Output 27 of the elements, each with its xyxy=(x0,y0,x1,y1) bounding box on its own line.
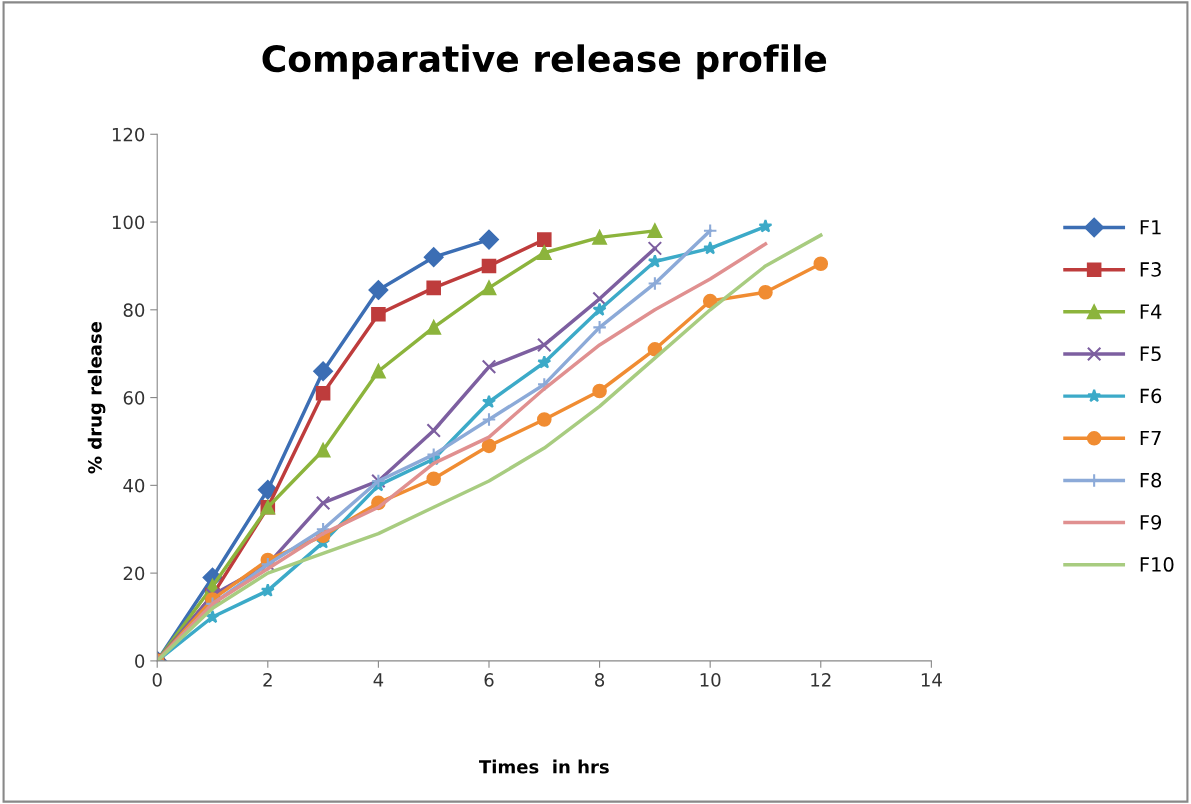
y-tick-label: 120 xyxy=(112,127,145,142)
y-tick-label: 40 xyxy=(123,478,145,493)
legend-label: F10 xyxy=(1140,557,1174,572)
x-tick-label: 12 xyxy=(811,673,831,687)
legend-label: F8 xyxy=(1140,472,1162,488)
legend-label: F6 xyxy=(1140,388,1162,404)
x-tick-label: 8 xyxy=(595,673,605,687)
chart-title: Comparative release profile xyxy=(262,44,827,80)
x-tick-label: 4 xyxy=(373,673,384,687)
y-tick-label: 20 xyxy=(123,566,145,581)
y-tick-label: 100 xyxy=(112,215,145,230)
x-tick-label: 0 xyxy=(152,673,162,687)
y-axis-title: % drug release xyxy=(87,321,106,474)
x-tick-label: 10 xyxy=(700,673,721,687)
x-tick-label: 14 xyxy=(921,673,942,687)
y-tick-label: 0 xyxy=(135,654,145,668)
legend-label: F3 xyxy=(1140,262,1161,277)
legend-label: F9 xyxy=(1140,514,1162,530)
y-tick-label: 80 xyxy=(123,303,145,317)
legend-label: F1 xyxy=(1140,220,1161,235)
legend-label: F7 xyxy=(1140,430,1161,446)
x-tick-label: 6 xyxy=(484,673,494,687)
legend-label: F5 xyxy=(1140,346,1161,362)
y-tick-label: 60 xyxy=(123,391,145,405)
x-tick-label: 2 xyxy=(263,673,272,687)
x-axis-title: Times in hrs xyxy=(479,759,609,774)
legend-label: F4 xyxy=(1140,304,1162,319)
